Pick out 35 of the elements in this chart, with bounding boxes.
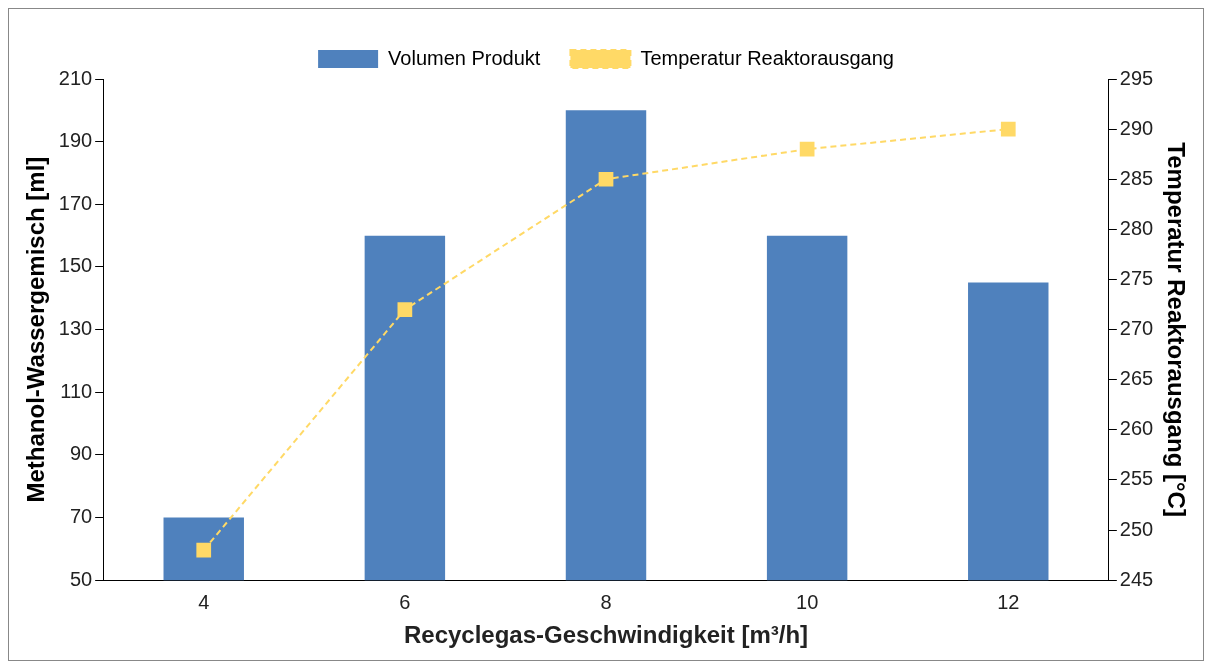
y-tick-label: 190: [58, 129, 93, 152]
y2-tick-label: 245: [1119, 567, 1154, 590]
x-tick-label: 8: [600, 590, 612, 613]
legend-label: Volumen Produkt: [388, 46, 541, 69]
y2-tick-label: 280: [1119, 216, 1154, 239]
x-tick-label: 4: [198, 590, 210, 613]
y2-tick-label: 265: [1119, 367, 1154, 390]
y2-tick-label: 295: [1119, 66, 1154, 89]
y2-tick-label: 285: [1119, 166, 1154, 189]
y2-tick-label: 260: [1119, 417, 1154, 440]
x-axis-title: Recyclegas-Geschwindigkeit [m³/h]: [403, 621, 809, 649]
point: [598, 171, 614, 187]
x-tick-label: 6: [399, 590, 411, 613]
y-tick-label: 50: [69, 567, 93, 590]
y-tick-label: 110: [60, 379, 93, 402]
point: [397, 302, 413, 317]
point: [196, 542, 212, 558]
y-tick-label: 130: [58, 317, 93, 340]
y2-tick-label: 290: [1119, 116, 1154, 139]
y2-tick-label: 255: [1119, 467, 1154, 490]
point: [799, 141, 815, 157]
point: [1000, 121, 1016, 137]
y-axis-title: Methanol-Wassergemisch [ml]: [22, 156, 50, 503]
legend-label: Temperatur Reaktorausgang: [640, 46, 894, 69]
x-tick-label: 12: [997, 590, 1020, 613]
y-tick-label: 70: [69, 505, 93, 528]
y2-tick-label: 250: [1119, 517, 1154, 540]
y2-axis-title: Temperatur Reaktorausgang [°C]: [1162, 142, 1190, 517]
y-tick-label: 90: [69, 442, 93, 465]
y-tick-label: 210: [58, 66, 93, 89]
x-tick-label: 10: [796, 590, 819, 613]
y-tick-label: 150: [58, 254, 93, 277]
y2-tick-label: 270: [1119, 317, 1154, 340]
y-tick-label: 170: [58, 191, 93, 214]
y2-tick-label: 275: [1119, 267, 1154, 289]
